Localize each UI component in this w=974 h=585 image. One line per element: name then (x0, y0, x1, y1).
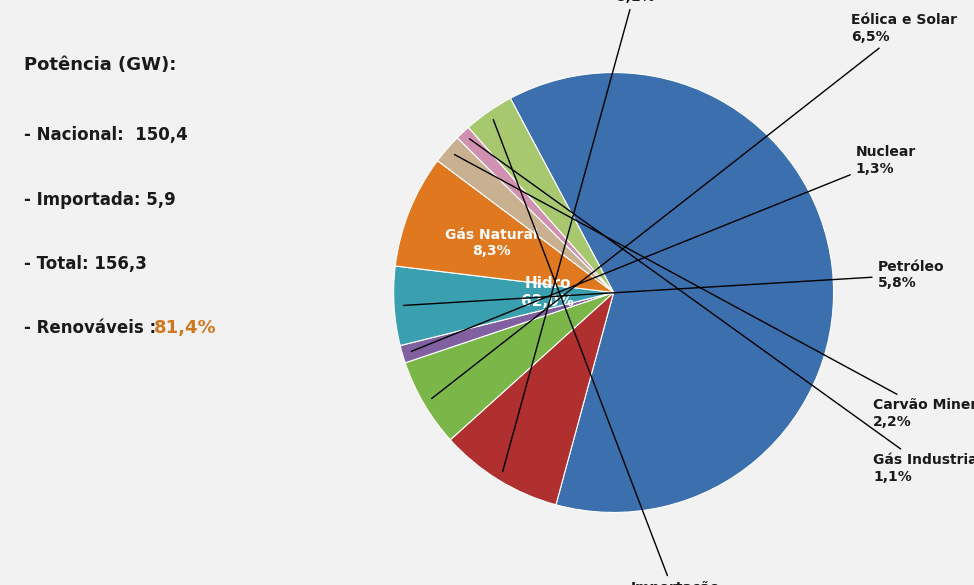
Text: Gás Industrial
1,1%: Gás Industrial 1,1% (469, 139, 974, 484)
Wedge shape (393, 266, 614, 346)
Wedge shape (405, 292, 614, 440)
Wedge shape (450, 292, 614, 505)
Text: - Renováveis :: - Renováveis : (24, 319, 163, 338)
Text: Importação
3,7%: Importação 3,7% (493, 119, 720, 585)
Text: Potência (GW):: Potência (GW): (24, 56, 176, 74)
Text: - Importada: 5,9: - Importada: 5,9 (24, 191, 176, 209)
Text: Nuclear
1,3%: Nuclear 1,3% (411, 146, 916, 352)
Wedge shape (468, 98, 614, 292)
Text: Carvão Mineral
2,2%: Carvão Mineral 2,2% (455, 154, 974, 429)
Wedge shape (395, 161, 614, 292)
Wedge shape (510, 73, 834, 512)
Text: Petróleo
5,8%: Petróleo 5,8% (403, 260, 944, 305)
Text: 81,4%: 81,4% (154, 319, 216, 338)
Text: Biomassa
9,1%: Biomassa 9,1% (503, 0, 673, 472)
Text: - Total: 156,3: - Total: 156,3 (24, 255, 147, 273)
Wedge shape (437, 137, 614, 292)
Text: Hidro
62,0%: Hidro 62,0% (521, 276, 574, 309)
Text: - Nacional:  150,4: - Nacional: 150,4 (24, 126, 188, 144)
Wedge shape (400, 292, 614, 363)
Text: Eólica e Solar
6,5%: Eólica e Solar 6,5% (431, 13, 957, 398)
Wedge shape (458, 128, 614, 292)
Text: Gás Natural
8,3%: Gás Natural 8,3% (445, 228, 538, 259)
